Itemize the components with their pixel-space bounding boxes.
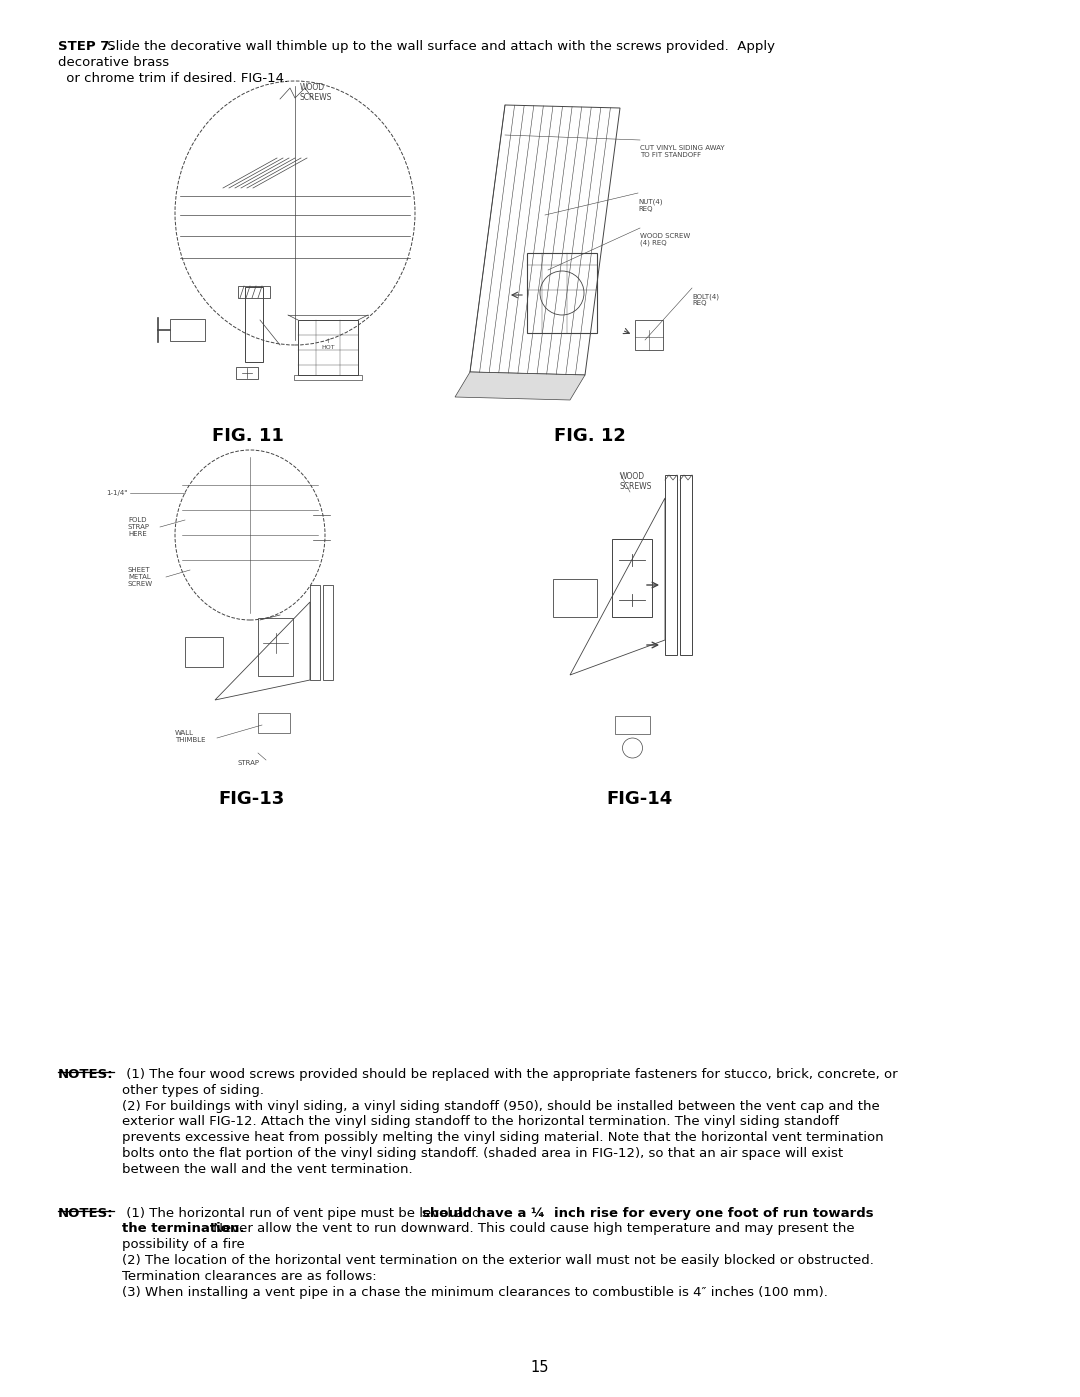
Text: BOLT(4)
REQ: BOLT(4) REQ <box>692 293 719 306</box>
Bar <box>298 320 357 374</box>
Text: FIG-13: FIG-13 <box>219 789 285 807</box>
Bar <box>185 637 222 666</box>
Text: NOTES:: NOTES: <box>58 1067 113 1081</box>
Text: STEP 7.: STEP 7. <box>58 41 114 53</box>
Bar <box>294 374 362 380</box>
Text: 15: 15 <box>530 1361 550 1375</box>
Text: the termination.: the termination. <box>122 1222 244 1235</box>
Bar <box>170 319 205 341</box>
Bar <box>635 320 663 351</box>
Text: FIG. 11: FIG. 11 <box>212 427 284 446</box>
Text: should have a ¼  inch rise for every one foot of run towards: should have a ¼ inch rise for every one … <box>422 1207 874 1220</box>
Text: STRAP: STRAP <box>237 760 259 766</box>
Text: other types of siding.: other types of siding. <box>122 1084 264 1097</box>
Bar <box>612 539 652 617</box>
Bar <box>258 617 293 676</box>
Text: WOOD SCREW
(4) REQ: WOOD SCREW (4) REQ <box>640 233 690 246</box>
Bar <box>237 367 258 379</box>
Bar <box>615 717 650 733</box>
Text: 1-1/4": 1-1/4" <box>107 490 129 496</box>
Text: FIG. 12: FIG. 12 <box>554 427 626 446</box>
Text: NUT(4)
REQ: NUT(4) REQ <box>638 198 662 211</box>
Text: ↑
HOT: ↑ HOT <box>321 339 335 349</box>
Text: (1) The four wood screws provided should be replaced with the appropriate fasten: (1) The four wood screws provided should… <box>122 1067 897 1081</box>
Text: FOLD
STRAP
HERE: FOLD STRAP HERE <box>129 517 150 536</box>
Text: or chrome trim if desired. FIG-14.: or chrome trim if desired. FIG-14. <box>62 71 288 85</box>
Text: WOOD
SCREWS: WOOD SCREWS <box>620 472 652 492</box>
Text: possibility of a fire: possibility of a fire <box>122 1238 245 1252</box>
Text: bolts onto the flat portion of the vinyl siding standoff. (shaded area in FIG-12: bolts onto the flat portion of the vinyl… <box>122 1147 843 1160</box>
Text: Never allow the vent to run downward. This could cause high temperature and may : Never allow the vent to run downward. Th… <box>210 1222 855 1235</box>
Text: WOOD
SCREWS: WOOD SCREWS <box>300 82 333 102</box>
Bar <box>665 475 677 655</box>
Text: (2) For buildings with vinyl siding, a vinyl siding standoff (950), should be in: (2) For buildings with vinyl siding, a v… <box>122 1099 880 1112</box>
Bar <box>258 712 291 733</box>
Bar <box>323 585 333 680</box>
Bar <box>680 475 692 655</box>
Text: (3) When installing a vent pipe in a chase the minimum clearances to combustible: (3) When installing a vent pipe in a cha… <box>122 1285 828 1299</box>
Text: Slide the decorative wall thimble up to the wall surface and attach with the scr: Slide the decorative wall thimble up to … <box>104 41 775 53</box>
Text: Termination clearances are as follows:: Termination clearances are as follows: <box>122 1270 377 1282</box>
Text: prevents excessive heat from possibly melting the vinyl siding material. Note th: prevents excessive heat from possibly me… <box>122 1132 883 1144</box>
Text: WALL
THIMBLE: WALL THIMBLE <box>175 731 205 743</box>
Text: decorative brass: decorative brass <box>58 56 170 68</box>
Text: exterior wall FIG-12. Attach the vinyl siding standoff to the horizontal termina: exterior wall FIG-12. Attach the vinyl s… <box>122 1115 839 1129</box>
Bar <box>238 286 270 298</box>
Text: CUT VINYL SIDING AWAY
TO FIT STANDOFF: CUT VINYL SIDING AWAY TO FIT STANDOFF <box>640 145 725 158</box>
Bar <box>553 578 597 617</box>
Text: FIG-14: FIG-14 <box>607 789 673 807</box>
Bar <box>310 585 320 680</box>
Text: (1) The horizontal run of vent pipe must be level and: (1) The horizontal run of vent pipe must… <box>122 1207 485 1220</box>
Polygon shape <box>455 372 585 400</box>
Text: between the wall and the vent termination.: between the wall and the vent terminatio… <box>122 1162 413 1176</box>
Text: SHEET
METAL
SCREW: SHEET METAL SCREW <box>129 567 153 587</box>
Bar <box>245 286 264 362</box>
Text: (2) The location of the horizontal vent termination on the exterior wall must no: (2) The location of the horizontal vent … <box>122 1255 874 1267</box>
Text: NOTES:: NOTES: <box>58 1207 113 1220</box>
